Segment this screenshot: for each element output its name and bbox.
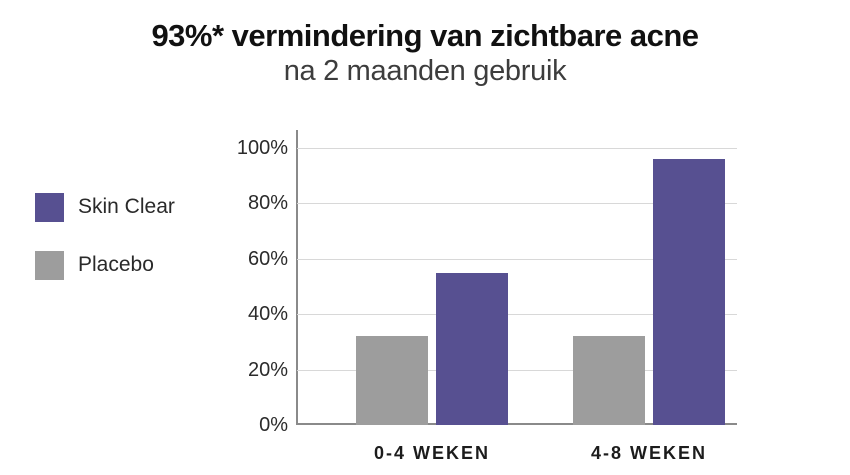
legend-item-skin-clear: Skin Clear	[35, 192, 215, 222]
y-tick-label-80: 80%	[247, 192, 288, 215]
y-tick-label-0: 0%	[259, 414, 288, 436]
bar-skin-clear-0-4-weken	[436, 272, 508, 425]
x-category-label-4-8-weken: 4-8 WEKEN	[590, 443, 707, 463]
gridline-20	[297, 369, 737, 371]
legend-label-placebo: Placebo	[78, 253, 154, 276]
placebo-swatch	[35, 250, 64, 280]
plot-area	[297, 148, 737, 425]
bar-placebo-4-8-weken	[573, 336, 645, 425]
y-tick-label-60: 60%	[247, 247, 288, 270]
x-axis-line	[296, 423, 737, 425]
skin-clear-swatch	[35, 192, 64, 222]
y-axis-line	[296, 130, 298, 425]
legend-label-skin-clear: Skin Clear	[78, 195, 175, 218]
legend: Skin Clear Placebo	[35, 192, 215, 308]
gridline-60	[297, 258, 737, 260]
bar-skin-clear-4-8-weken	[653, 159, 725, 425]
y-tick-label-100: 100%	[236, 137, 288, 159]
bar-placebo-0-4-weken	[356, 336, 428, 425]
gridline-40	[297, 314, 737, 316]
chart-subtitle: na 2 maanden gebruik	[283, 54, 567, 87]
y-tick-label-20: 20%	[247, 358, 288, 381]
x-category-label-0-4-weken: 0-4 WEKEN	[373, 443, 490, 463]
legend-item-placebo: Placebo	[35, 250, 215, 280]
chart-title: 93%* vermindering van zichtbare acne	[151, 18, 699, 53]
gridline-80	[297, 203, 737, 205]
title-block: 93%* vermindering van zichtbare acne na …	[0, 18, 850, 88]
gridline-100	[297, 148, 737, 149]
y-tick-label-40: 40%	[247, 303, 288, 326]
